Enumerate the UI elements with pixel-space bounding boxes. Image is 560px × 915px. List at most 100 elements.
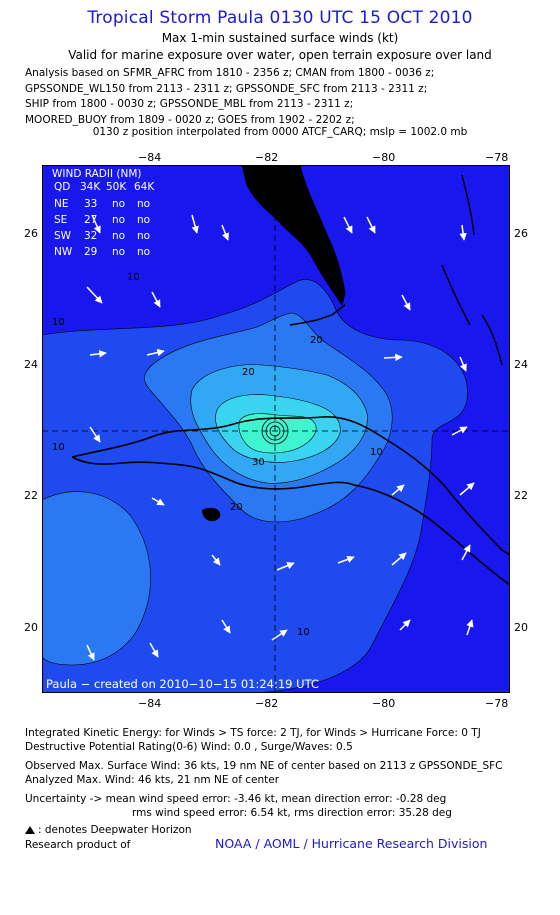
dpr-line: Destructive Potential Rating(0-6) Wind: …: [25, 741, 353, 753]
wind-arrow: [91, 214, 101, 234]
wind-arrow: [149, 642, 159, 658]
deepwater-legend: : denotes Deepwater Horizon: [25, 823, 192, 837]
deepwater-text: : denotes Deepwater Horizon: [38, 824, 192, 836]
wind-radii-cell: SW: [54, 230, 72, 242]
contour-label: 10: [370, 447, 383, 458]
wind-arrow: [211, 554, 221, 566]
isle-of-youth: [202, 507, 221, 522]
wind-radii-title: WIND RADII (NM): [52, 168, 142, 180]
map-footer-credit: Paula − created on 2010−10−15 01:24:19 U…: [46, 677, 319, 691]
wind-radii-cell: no: [112, 246, 125, 258]
analyzed-max-wind: Analyzed Max. Wind: 46 kts, 21 nm NE of …: [25, 774, 280, 786]
lat-tick-left: 20: [24, 621, 38, 634]
wind-arrow: [391, 484, 405, 496]
wind-arrow: [401, 294, 411, 311]
lon-tick-bottom: −78: [485, 697, 509, 710]
wind-radii-header: 64K: [134, 181, 155, 193]
wind-radii-cell: 29: [84, 246, 97, 258]
wind-arrow: [151, 497, 165, 506]
wind-radii-cell: 27: [84, 214, 97, 226]
analysis-sources: Analysis based on SFMR_AFRC from 1810 - …: [25, 66, 434, 128]
florida-land: [241, 165, 346, 307]
deepwater-icon: [25, 826, 35, 834]
lat-tick-left: 24: [24, 358, 38, 371]
lat-tick-left: 22: [24, 489, 38, 502]
wind-radii-cell: no: [137, 230, 150, 242]
wind-arrow: [271, 629, 288, 641]
wind-arrow: [383, 353, 403, 362]
wind-arrow: [399, 619, 411, 631]
research-label: Research product of: [25, 839, 131, 851]
ike-line: Integrated Kinetic Energy: for Winds > T…: [25, 727, 481, 739]
lon-tick-bottom: −80: [372, 697, 396, 710]
wind-arrow: [146, 348, 165, 357]
contour-label: 20: [242, 367, 255, 378]
lon-tick-bottom: −82: [255, 697, 279, 710]
wind-arrow: [451, 426, 468, 436]
lat-tick-right: 22: [514, 489, 528, 502]
wind-radii-cell: NE: [54, 198, 69, 210]
wind-arrow: [391, 552, 407, 566]
wind-radii-cell: no: [112, 198, 125, 210]
contour-label: 20: [310, 335, 323, 346]
contour-label: 30: [252, 457, 265, 468]
wind-radii-cell: no: [137, 246, 150, 258]
lon-tick-top: −84: [138, 151, 162, 164]
wind-arrow: [459, 356, 467, 372]
contour-label: 10: [267, 177, 280, 188]
wind-core: [238, 413, 317, 454]
contour-label: 10: [52, 317, 65, 328]
uncertainty-rms: rms wind speed error: 6.54 kt, rms direc…: [132, 807, 452, 819]
lat-tick-left: 26: [24, 227, 38, 240]
wind-radii-header: 50K: [106, 181, 127, 193]
wind-radii-cell: SE: [54, 214, 67, 226]
lon-tick-top: −80: [372, 151, 396, 164]
wind-radii-cell: NW: [54, 246, 73, 258]
cuba-land: [71, 416, 510, 586]
wind-arrow: [337, 555, 355, 564]
lon-tick-bottom: −84: [138, 697, 162, 710]
analysis-line: SHIP from 1800 - 0030 z; GPSSONDE_MBL fr…: [25, 98, 354, 110]
lon-tick-top: −78: [485, 151, 509, 164]
wind-radii-cell: no: [137, 214, 150, 226]
wind-radii-header: 34K: [80, 181, 101, 193]
wind-arrow: [151, 291, 161, 308]
analysis-line: GPSSONDE_WL150 from 2113 - 2311 z; GPSSO…: [25, 82, 428, 95]
wind-arrow: [89, 426, 101, 443]
page-title: Tropical Storm Paula 0130 UTC 15 OCT 201…: [87, 8, 473, 28]
subtitle-max-winds: Max 1-min sustained surface winds (kt): [161, 31, 399, 45]
noaa-link[interactable]: NOAA / AOML / Hurricane Research Divisio…: [215, 836, 488, 851]
florida-keys: [289, 304, 346, 326]
lat-tick-right: 26: [514, 227, 528, 240]
wind-radii-header: QD: [54, 181, 70, 193]
wind-radii-cell: no: [112, 214, 125, 226]
wind-radii-cell: no: [137, 198, 150, 210]
wind-arrow: [221, 224, 229, 241]
analysis-line: Analysis based on SFMR_AFRC from 1810 - …: [25, 67, 435, 79]
wind-arrow: [276, 562, 295, 571]
wind-arrow: [221, 619, 231, 634]
wind-arrow: [89, 350, 107, 358]
wind-arrow: [86, 286, 103, 304]
uncertainty-mean: Uncertainty -> mean wind speed error: -3…: [25, 793, 447, 805]
wind-arrow: [459, 482, 475, 496]
lon-tick-top: −82: [255, 151, 279, 164]
wind-radii-cell: no: [112, 230, 125, 242]
wind-arrow: [466, 619, 474, 636]
wind-arrow: [461, 544, 471, 561]
wind-arrow: [343, 216, 353, 234]
analysis-line: MOORED_BUOY from 1809 - 0020 z; GOES fro…: [25, 113, 355, 126]
wind-arrow: [459, 224, 467, 241]
wind-arrow: [86, 644, 95, 661]
wind-band-west: [42, 491, 151, 666]
contour-label: 10: [52, 442, 65, 453]
wind-arrow: [366, 216, 376, 234]
wind-radii-cell: 33: [84, 198, 97, 210]
contour-label: 10: [127, 272, 140, 283]
contour-label: 20: [230, 502, 243, 513]
map-frame: [42, 165, 510, 693]
bahamas-islands: [441, 174, 503, 366]
lat-tick-right: 20: [514, 621, 528, 634]
wind-radii-cell: 32: [84, 230, 97, 242]
wind-arrow: [191, 214, 199, 234]
